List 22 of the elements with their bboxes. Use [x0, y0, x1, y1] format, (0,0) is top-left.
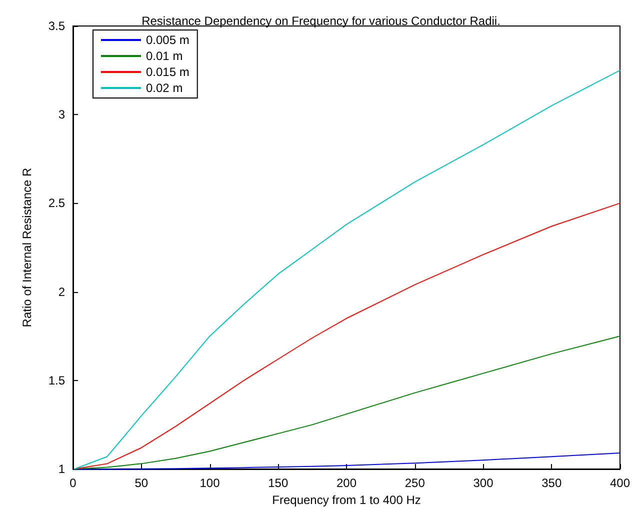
- y-tick-label: 2: [58, 284, 66, 299]
- x-axis-title: Frequency from 1 to 400 Hz: [272, 492, 421, 507]
- y-tick-label: 3.5: [48, 19, 66, 33]
- legend-label: 0.01 m: [146, 49, 183, 63]
- y-tick-label: 3: [58, 108, 66, 122]
- legend-label: 0.02 m: [146, 81, 183, 95]
- x-tick-label: 50: [134, 476, 148, 490]
- y-tick-label: 1: [58, 462, 66, 476]
- x-tick-label: 150: [268, 476, 288, 490]
- x-tick-label: 400: [610, 476, 630, 490]
- y-axis-title: Ratio of Internal Resistance R: [20, 167, 34, 328]
- x-tick-label: 350: [542, 476, 562, 490]
- x-tick-label: 100: [200, 476, 220, 490]
- x-tick-label: 200: [336, 476, 357, 490]
- y-tick-label: 2.5: [48, 196, 66, 210]
- y-tick-label: 1.5: [48, 373, 66, 388]
- x-tick-label: 0: [70, 476, 77, 490]
- chart-title: Resistance Dependency on Frequency for various Conductor Radii.: [142, 14, 500, 28]
- x-tick-label: 250: [404, 476, 426, 490]
- legend-label: 0.005 m: [146, 33, 190, 47]
- legend-label: 0.015 m: [146, 65, 190, 79]
- x-tick-label: 300: [473, 476, 494, 490]
